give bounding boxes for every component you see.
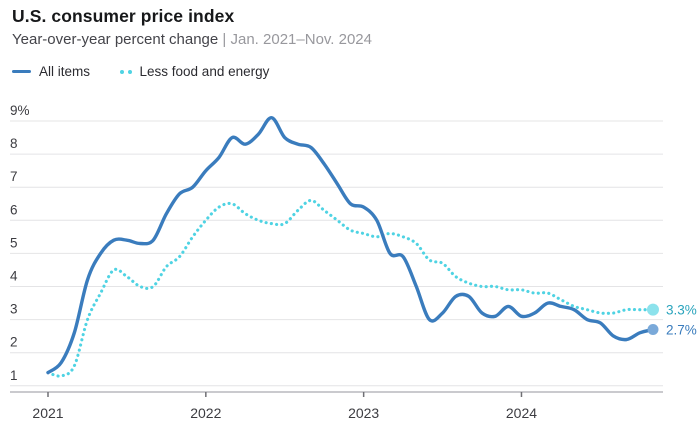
chart-subtitle: Year-over-year percent change | Jan. 202…: [12, 31, 372, 48]
y-tick-label: 9%: [10, 103, 30, 118]
series-line-less-food-and-energy: [46, 198, 655, 378]
subtitle-date-range: Jan. 2021–Nov. 2024: [230, 31, 373, 48]
series-end-dot-less-food-and-energy: [646, 303, 659, 316]
dotted-line-swatch-icon: [120, 69, 132, 74]
series-end-dot-all-items: [647, 324, 659, 336]
legend-item-less-food-energy: Less food and energy: [120, 64, 269, 79]
series-line-all-items: [46, 116, 655, 375]
y-tick-label: 6: [10, 202, 18, 217]
legend-label-less-food-energy: Less food and energy: [139, 64, 270, 79]
y-tick-label: 8: [10, 136, 18, 151]
x-tick-label: 2022: [190, 405, 221, 421]
solid-line-swatch-icon: [12, 69, 31, 74]
chart-title: U.S. consumer price index: [12, 6, 235, 26]
subtitle-measure: Year-over-year percent change: [12, 31, 219, 48]
y-tick-label: 2: [10, 335, 18, 350]
y-axis-labels: 1 2 3 4 5 6 7 8 9%: [10, 103, 30, 383]
y-tick-label: 3: [10, 302, 18, 317]
y-tick-label: 7: [10, 169, 18, 184]
x-tick-label: 2021: [32, 405, 63, 421]
legend-label-all-items: All items: [39, 64, 91, 79]
series-end-label-all-items: 2.7%: [666, 322, 697, 337]
series-end-label-less-food-and-energy: 3.3%: [666, 302, 697, 317]
x-axis: 2021 2022 2023 2024: [10, 391, 663, 421]
x-tick-label: 2023: [348, 405, 379, 421]
legend-item-all-items: All items: [12, 64, 90, 79]
y-tick-label: 5: [10, 235, 18, 250]
chart-legend: All items Less food and energy: [12, 64, 269, 79]
gridlines: [10, 120, 663, 387]
x-tick-label: 2024: [506, 405, 537, 421]
subtitle-separator: |: [222, 31, 227, 48]
y-tick-label: 1: [10, 368, 18, 383]
y-tick-label: 4: [10, 269, 18, 284]
